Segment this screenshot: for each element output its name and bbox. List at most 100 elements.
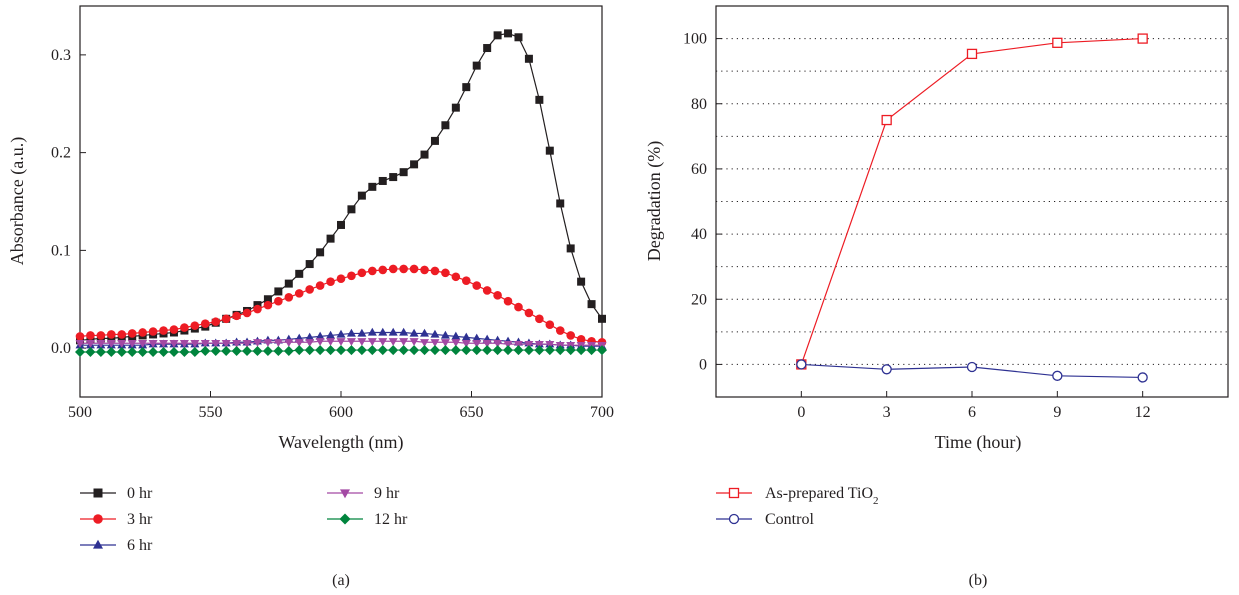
- y-tick-label: 40: [691, 226, 707, 243]
- data-point: [440, 345, 451, 356]
- data-point: [232, 340, 242, 348]
- gridlines-b: [716, 38, 1228, 365]
- data-point: [483, 44, 492, 53]
- data-point: [347, 205, 356, 214]
- data-point: [127, 347, 138, 358]
- data-point: [472, 333, 482, 342]
- legend-item: 9 hr: [327, 485, 400, 502]
- x-tick-label: 650: [460, 404, 484, 421]
- data-point: [169, 340, 179, 348]
- y-axis-b: 0 20 40 60 80 100: [683, 31, 722, 373]
- data-point: [524, 54, 533, 63]
- data-point: [378, 327, 388, 336]
- data-point: [357, 191, 366, 200]
- data-point: [85, 340, 95, 348]
- data-point: [378, 265, 388, 275]
- x-axis-b: 0 3 6 9 12: [797, 391, 1151, 421]
- y-tick-label: 60: [691, 161, 707, 178]
- data-point: [462, 83, 471, 92]
- data-point: [315, 331, 325, 340]
- data-point: [399, 264, 408, 274]
- data-point: [503, 341, 513, 349]
- data-point: [482, 286, 492, 295]
- data-point: [294, 339, 304, 347]
- y-axis-a: 0.0 0.1 0.2 0.3: [51, 47, 86, 357]
- legend-label: 9 hr: [374, 485, 400, 502]
- data-point: [263, 339, 273, 347]
- data-point: [461, 340, 471, 348]
- data-point: [1137, 372, 1148, 383]
- data-point: [305, 332, 315, 341]
- legend-label: 12 hr: [374, 511, 408, 528]
- data-point: [337, 220, 345, 229]
- data-point: [472, 61, 481, 70]
- data-point: [367, 327, 377, 336]
- x-tick-label: 600: [329, 404, 353, 421]
- data-point: [336, 329, 346, 338]
- data-point: [273, 339, 283, 347]
- data-point: [107, 330, 116, 339]
- data-point: [545, 146, 554, 155]
- data-point: [138, 328, 147, 337]
- data-point: [190, 321, 200, 330]
- legend-item: 12 hr: [327, 511, 408, 528]
- data-point: [378, 176, 387, 185]
- data-point: [419, 345, 430, 356]
- data-point: [95, 347, 106, 358]
- legend-item: 0 hr: [80, 485, 153, 502]
- data-point: [336, 274, 346, 284]
- data-point: [430, 266, 440, 276]
- data-point: [461, 332, 471, 341]
- data-point: [388, 264, 398, 274]
- data-point: [472, 340, 482, 348]
- data-point: [420, 328, 430, 337]
- data-point: [325, 345, 336, 356]
- data-point: [326, 277, 335, 286]
- data-point: [148, 347, 159, 358]
- data-point: [565, 345, 576, 356]
- data-point: [420, 339, 430, 347]
- data-point: [513, 341, 523, 349]
- data-point: [210, 346, 221, 357]
- series-group-a: [75, 29, 607, 358]
- data-point: [117, 330, 127, 339]
- data-point: [430, 329, 440, 338]
- data-point: [159, 340, 169, 348]
- data-point: [75, 347, 85, 358]
- data-point: [586, 345, 597, 356]
- legend-item: Control: [716, 511, 814, 528]
- data-point: [461, 276, 471, 285]
- x-axis-a: 500 550 600 650 700: [68, 391, 614, 421]
- data-point: [535, 95, 544, 104]
- data-point: [336, 338, 346, 346]
- data-point: [295, 269, 304, 278]
- data-point: [253, 304, 262, 314]
- data-point: [294, 345, 305, 356]
- y-tick-label: 0: [699, 356, 707, 373]
- data-point: [148, 327, 158, 336]
- y-tick-label: 0.0: [51, 340, 71, 357]
- data-point: [1137, 33, 1148, 44]
- data-point: [86, 331, 95, 340]
- data-point: [451, 339, 461, 347]
- data-point: [576, 335, 586, 344]
- data-point: [221, 340, 231, 348]
- data-point: [389, 173, 398, 182]
- legend-item: 3 hr: [80, 511, 153, 528]
- data-point: [221, 346, 232, 357]
- data-point: [263, 295, 272, 304]
- data-point: [514, 33, 523, 42]
- data-point: [221, 314, 231, 324]
- legend-label: 0 hr: [127, 485, 153, 502]
- data-point: [796, 359, 807, 370]
- data-point: [430, 136, 439, 145]
- data-point: [399, 327, 409, 336]
- data-point: [409, 338, 419, 346]
- data-point: [284, 279, 293, 288]
- series-0-hr: [76, 29, 606, 345]
- data-point: [159, 326, 168, 335]
- x-axis-label-a: Wavelength (nm): [278, 432, 403, 453]
- data-point: [305, 285, 314, 294]
- y-tick-label: 20: [691, 291, 707, 308]
- data-point: [493, 31, 502, 40]
